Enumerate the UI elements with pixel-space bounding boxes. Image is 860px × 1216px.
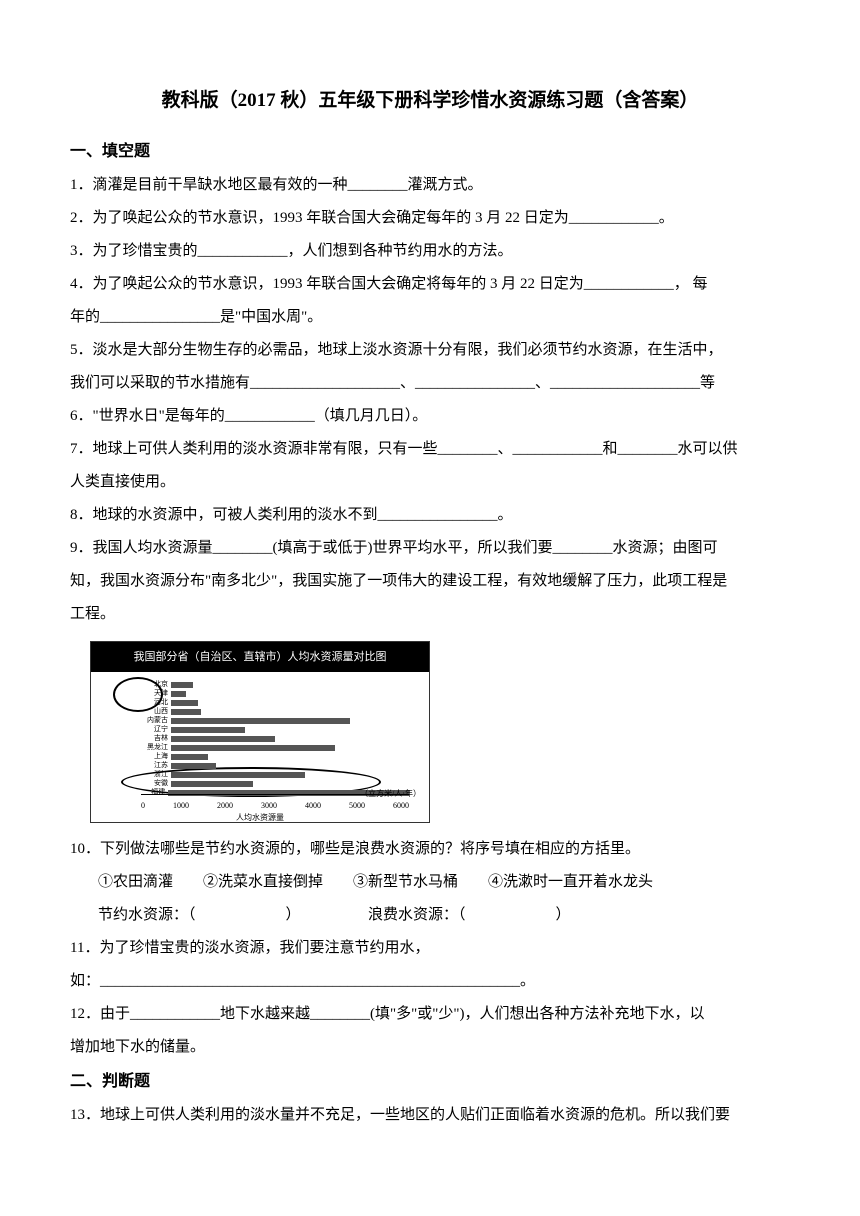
chart-bar — [171, 763, 216, 769]
chart-bar — [171, 736, 275, 742]
question-13: 13．地球上可供人类利用的淡水量并不充足，一些地区的人贴们正面临着水资源的危机。… — [70, 1099, 790, 1132]
chart-bars-area: 北京天津河北山西内蒙古辽宁吉林黑龙江上海江苏浙江安徽福建 — [141, 680, 409, 797]
chart-bar-row: 黑龙江 — [141, 743, 409, 752]
chart-bar — [171, 691, 186, 697]
chart-body: 北京天津河北山西内蒙古辽宁吉林黑龙江上海江苏浙江安徽福建 01000200030… — [91, 672, 429, 822]
chart-bar — [171, 709, 201, 715]
chart-bar — [171, 745, 335, 751]
chart-bar — [171, 754, 208, 760]
question-10-options: ①农田滴灌 ②洗菜水直接倒掉 ③新型节水马桶 ④洗漱时一直开着水龙头 — [70, 866, 790, 899]
chart-bar-row: 上海 — [141, 752, 409, 761]
section-2-header: 二、判断题 — [70, 1064, 790, 1099]
question-1: 1．滴灌是目前干旱缺水地区最有效的一种________灌溉方式。 — [70, 169, 790, 202]
chart-bar-row: 内蒙古 — [141, 716, 409, 725]
chart-axis-tick: 1000 — [173, 797, 189, 815]
question-11-line1: 11．为了珍惜宝贵的淡水资源，我们要注意节约用水， — [70, 932, 790, 965]
chart-bar-row: 山西 — [141, 707, 409, 716]
question-9-line3: 工程。 — [70, 598, 790, 631]
question-7-line1: 7．地球上可供人类利用的淡水资源非常有限，只有一些________、______… — [70, 433, 790, 466]
question-10-answer-row: 节约水资源：（ ） 浪费水资源：（ ） — [70, 899, 790, 932]
question-10: 10．下列做法哪些是节约水资源的，哪些是浪费水资源的？将序号填在相应的方括里。 — [70, 833, 790, 866]
question-8: 8．地球的水资源中，可被人类利用的淡水不到________________。 — [70, 499, 790, 532]
question-7-line2: 人类直接使用。 — [70, 466, 790, 499]
chart-axis-tick: 4000 — [305, 797, 321, 815]
question-5-line1: 5．淡水是大部分生物生存的必需品，地球上淡水资源十分有限，我们必须节约水资源，在… — [70, 334, 790, 367]
chart-bar-row: 吉林 — [141, 734, 409, 743]
chart-bar — [171, 781, 253, 787]
section-1-header: 一、填空题 — [70, 134, 790, 169]
question-5-line2: 我们可以采取的节水措施有____________________、_______… — [70, 367, 790, 400]
chart-bar-row: 浙江 — [141, 770, 409, 779]
chart-unit-label: （立方米/人·年） — [360, 785, 421, 803]
chart-bar-row: 河北 — [141, 698, 409, 707]
chart-axis-tick: 0 — [141, 797, 145, 815]
chart-bar — [171, 700, 198, 706]
chart-bar-row: 辽宁 — [141, 725, 409, 734]
chart-axis-tick: 2000 — [217, 797, 233, 815]
chart-bar-row: 北京 — [141, 680, 409, 689]
question-6: 6．"世界水日"是每年的____________（填几月几日）。 — [70, 400, 790, 433]
chart-x-label: 人均水资源量 — [236, 809, 284, 827]
document-title: 教科版（2017 秋）五年级下册科学珍惜水资源练习题（含答案） — [70, 80, 790, 122]
chart-bar — [171, 772, 305, 778]
question-3: 3．为了珍惜宝贵的____________，人们想到各种节约用水的方法。 — [70, 235, 790, 268]
chart-bar — [171, 718, 350, 724]
question-2: 2．为了唤起公众的节水意识，1993 年联合国大会确定每年的 3 月 22 日定… — [70, 202, 790, 235]
question-9-line2: 知，我国水资源分布"南多北少"，我国实施了一项伟大的建设工程，有效地缓解了压力，… — [70, 565, 790, 598]
chart-bar — [171, 727, 245, 733]
chart-title: 我国部分省（自治区、直辖市）人均水资源量对比图 — [91, 642, 429, 672]
question-4-line2: 年的________________是"中国水周"。 — [70, 301, 790, 334]
chart-bar — [171, 682, 193, 688]
question-9-line1: 9．我国人均水资源量________(填高于或低于)世界平均水平，所以我们要__… — [70, 532, 790, 565]
question-12-line1: 12．由于____________地下水越来越________(填"多"或"少"… — [70, 998, 790, 1031]
water-resource-chart: 我国部分省（自治区、直辖市）人均水资源量对比图 北京天津河北山西内蒙古辽宁吉林黑… — [90, 641, 430, 823]
chart-bar-row: 天津 — [141, 689, 409, 698]
question-4-line1: 4．为了唤起公众的节水意识，1993 年联合国大会确定将每年的 3 月 22 日… — [70, 268, 790, 301]
question-11-line2: 如：______________________________________… — [70, 965, 790, 998]
question-12-line2: 增加地下水的储量。 — [70, 1031, 790, 1064]
chart-bar-row: 江苏 — [141, 761, 409, 770]
